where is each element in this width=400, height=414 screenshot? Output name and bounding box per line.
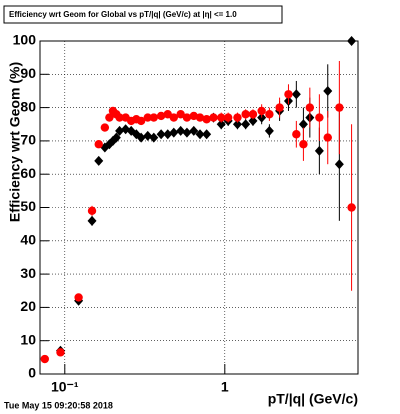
- y-tick-label: 60: [20, 165, 36, 181]
- marker: [284, 90, 293, 99]
- marker: [257, 106, 266, 116]
- marker: [182, 113, 192, 122]
- marker: [217, 113, 226, 122]
- y-tick-label: 70: [20, 132, 36, 148]
- marker: [189, 125, 199, 136]
- y-tick-label: 0: [28, 365, 36, 381]
- marker: [314, 145, 324, 156]
- marker: [115, 113, 124, 122]
- marker: [315, 113, 324, 122]
- marker: [232, 119, 242, 130]
- marker: [143, 130, 153, 141]
- marker: [136, 116, 146, 126]
- marker: [40, 354, 49, 364]
- marker: [56, 348, 65, 357]
- marker: [149, 113, 158, 122]
- marker: [323, 133, 332, 142]
- marker: [335, 103, 344, 112]
- marker: [136, 132, 146, 143]
- marker: [305, 103, 315, 112]
- marker: [195, 113, 205, 122]
- plot-frame: [39, 40, 359, 375]
- marker: [291, 89, 301, 100]
- marker: [156, 111, 166, 121]
- marker: [176, 110, 185, 119]
- marker: [94, 140, 103, 149]
- y-tick-label: 90: [20, 65, 36, 81]
- marker: [209, 113, 218, 122]
- marker: [347, 203, 356, 212]
- marker: [94, 155, 104, 166]
- y-tick-label: 80: [20, 98, 36, 114]
- marker: [87, 206, 97, 216]
- marker: [347, 36, 357, 46]
- marker: [248, 110, 258, 119]
- marker: [323, 85, 333, 96]
- marker: [163, 129, 173, 140]
- marker: [233, 113, 242, 122]
- marker: [111, 132, 121, 143]
- marker: [115, 125, 125, 136]
- y-tick-label: 40: [20, 232, 36, 248]
- x-tick-label: 10⁻¹: [51, 379, 79, 395]
- marker: [169, 127, 179, 138]
- timestamp: Tue May 15 09:20:58 2018: [4, 400, 113, 410]
- title-box: [3, 5, 283, 24]
- marker: [182, 127, 192, 138]
- marker: [156, 129, 166, 140]
- marker: [105, 113, 114, 122]
- y-tick-label: 10: [20, 331, 36, 347]
- x-tick-label: 1: [221, 379, 229, 395]
- marker: [100, 123, 110, 132]
- marker: [275, 103, 284, 112]
- marker: [169, 113, 178, 122]
- marker: [202, 115, 211, 124]
- marker: [216, 119, 226, 130]
- chart-title: Efficiency wrt Geom for Global vs pT/|q|…: [9, 10, 237, 19]
- marker: [74, 293, 83, 302]
- marker: [149, 132, 159, 143]
- marker: [202, 129, 212, 140]
- marker: [265, 110, 274, 119]
- y-tick-label: 20: [20, 298, 36, 314]
- marker: [299, 140, 308, 149]
- marker: [264, 125, 274, 136]
- marker: [223, 113, 233, 122]
- y-axis-label: Efficiency wrt Geom (%): [7, 62, 23, 222]
- marker: [176, 125, 186, 136]
- marker: [195, 129, 205, 140]
- y-tick-label: 30: [20, 265, 36, 281]
- y-tick-label: 50: [20, 198, 36, 214]
- marker: [241, 110, 250, 119]
- y-tick-label: 100: [13, 32, 37, 48]
- marker: [334, 159, 344, 170]
- marker: [143, 113, 152, 122]
- x-axis-label: pT/|q| (GeV/c): [268, 391, 358, 407]
- marker: [87, 215, 97, 226]
- marker: [298, 119, 308, 130]
- marker: [241, 119, 251, 130]
- marker: [248, 115, 258, 126]
- marker: [292, 130, 301, 139]
